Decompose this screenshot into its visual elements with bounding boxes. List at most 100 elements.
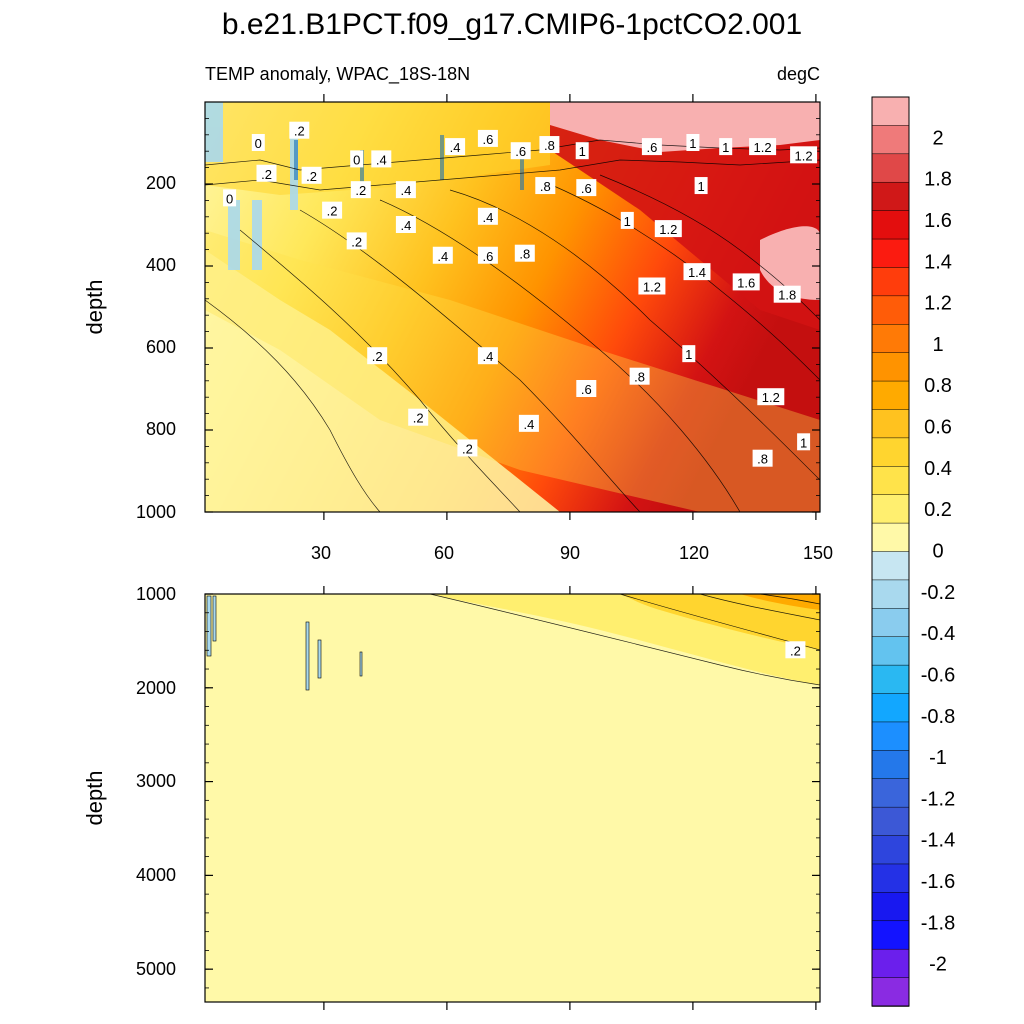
contour-label-box: [620, 211, 634, 229]
upper-panel: 200 400 600 800 1000 depth 0 .2 .2 .2 0 .2 0 .2…: [82, 94, 821, 522]
contour-label: .2: [355, 183, 366, 198]
upper-ytick-label: 600: [146, 337, 176, 357]
contour-label: 0: [226, 191, 233, 206]
contour-label: 0: [255, 136, 262, 151]
chart-subtitle-left: TEMP anomaly, WPAC_18S-18N: [205, 64, 470, 85]
dark-streak-3: [440, 135, 444, 180]
contour-label-box: [289, 121, 310, 139]
colorbar-swatch: [871, 295, 910, 325]
colorbar-swatch: [871, 806, 910, 837]
contour-label: 1: [800, 435, 807, 450]
contour-label-box: [694, 177, 708, 195]
colorbar-swatch: [871, 863, 910, 894]
cool-streak-4: [252, 200, 262, 270]
colorbar-swatch: [871, 409, 910, 439]
contour-label: .2: [790, 643, 801, 658]
contour-label-box: [638, 277, 666, 295]
dark-streak-2: [360, 150, 364, 190]
lower-ytick-label: 2000: [136, 678, 176, 698]
lower-ytick-label: 5000: [136, 959, 176, 979]
contour-label-box: [350, 181, 371, 199]
contour-line-6: [539, 179, 821, 381]
colorbar-swatch: [871, 324, 910, 354]
upper-panel-warm-band: [205, 230, 820, 512]
lower-ytick-label: 1000: [136, 584, 176, 604]
contour-line-2: [239, 229, 521, 513]
contour-label-box: [686, 134, 700, 151]
contour-label-box: [719, 138, 733, 156]
colorbar-label: 1: [932, 334, 943, 356]
lower-panel-max-core: [740, 594, 820, 610]
contour-label: .2: [306, 169, 317, 184]
lower-ticks: [205, 586, 820, 1010]
contour-label: .2: [462, 441, 473, 456]
lower-cool-streak-3: [305, 621, 310, 691]
contour-label-box: [301, 166, 322, 184]
contour-label: .4: [437, 249, 448, 264]
colorbar-label: -1.6: [921, 871, 955, 893]
lower-contour-line-3: [699, 593, 821, 621]
cool-streak-2: [228, 200, 240, 270]
contour-label: .4: [482, 210, 493, 225]
contour-label: 1.2: [762, 390, 780, 405]
colorbar-label: 0: [932, 541, 943, 563]
upper-panel-dark-streaks: [294, 135, 524, 190]
dark-streak-4: [520, 150, 524, 190]
contour-label: 1.8: [778, 288, 796, 303]
contour-label: 1: [624, 214, 631, 229]
colorbar-label: -0.4: [921, 623, 955, 645]
contour-label: 1.2: [643, 280, 661, 295]
lower-panel: 1000 2000 3000 4000 5000 depth .2: [82, 584, 821, 1010]
colorbar-swatch: [871, 636, 910, 666]
dark-streak-1: [294, 140, 298, 180]
contour-label: .8: [757, 452, 768, 467]
contour-label-box: [510, 142, 531, 160]
upper-contour-labels: 0.2.2.20.20.2.4.4.4.2.4.6.6.8 1.8.6.4.4.6…: [223, 121, 818, 467]
contour-label-box: [732, 273, 760, 291]
xtick-label: 150: [803, 543, 833, 563]
colorbar-swatch: [871, 210, 910, 240]
colorbar-swatch: [871, 579, 910, 610]
upper-panel-frame: [204, 101, 821, 513]
colorbar-label: 1.8: [924, 169, 952, 191]
contour-label: .6: [646, 140, 657, 155]
contour-line-4: [379, 199, 741, 513]
contour-label-box: [576, 179, 597, 197]
upper-ytick-label: 400: [146, 255, 176, 275]
contour-label-box: [790, 146, 818, 164]
lower-cool-streak-1: [206, 595, 212, 657]
upper-ytick-label: 1000: [136, 502, 176, 522]
contour-label: .6: [482, 132, 493, 147]
lower-contour-line-1: [429, 593, 821, 686]
colorbar-swatch: [871, 835, 910, 865]
colorbar-swatch: [871, 96, 910, 127]
colorbar-swatch: [871, 721, 910, 752]
colorbar-swatch: [871, 778, 910, 808]
contour-label-box: [408, 408, 429, 426]
xtick-label: 120: [679, 543, 709, 563]
contour-label: .2: [294, 124, 305, 139]
contour-label: 1: [697, 179, 704, 194]
contour-label-box: [350, 150, 364, 168]
colorbar-swatch: [871, 238, 910, 269]
contour-label-box: [641, 138, 662, 156]
contour-line-1: [204, 299, 381, 513]
chart-title: b.e21.B1PCT.f09_g17.CMIP6-1pctCO2.001: [222, 8, 802, 41]
lower-ylabel: depth: [82, 770, 107, 825]
contour-label: 1.4: [688, 265, 706, 280]
contour-label-box: [457, 439, 478, 457]
contour-label: 1: [722, 140, 729, 155]
colorbar-label: -0.2: [921, 582, 955, 604]
colorbar-label: 0.4: [924, 458, 952, 480]
contour-label: .4: [400, 183, 411, 198]
contour-label-box: [773, 285, 801, 303]
colorbar-label: 0.2: [924, 499, 952, 521]
colorbar-frame: [871, 96, 910, 1007]
colorbar-swatch: [871, 693, 910, 723]
upper-ytick-label: 800: [146, 419, 176, 439]
contour-label: 1.2: [659, 222, 677, 237]
colorbar-label: -0.6: [921, 664, 955, 686]
upper-ylabel: depth: [82, 279, 107, 334]
contour-label-box: [367, 347, 388, 365]
contour-label: .4: [450, 140, 461, 155]
